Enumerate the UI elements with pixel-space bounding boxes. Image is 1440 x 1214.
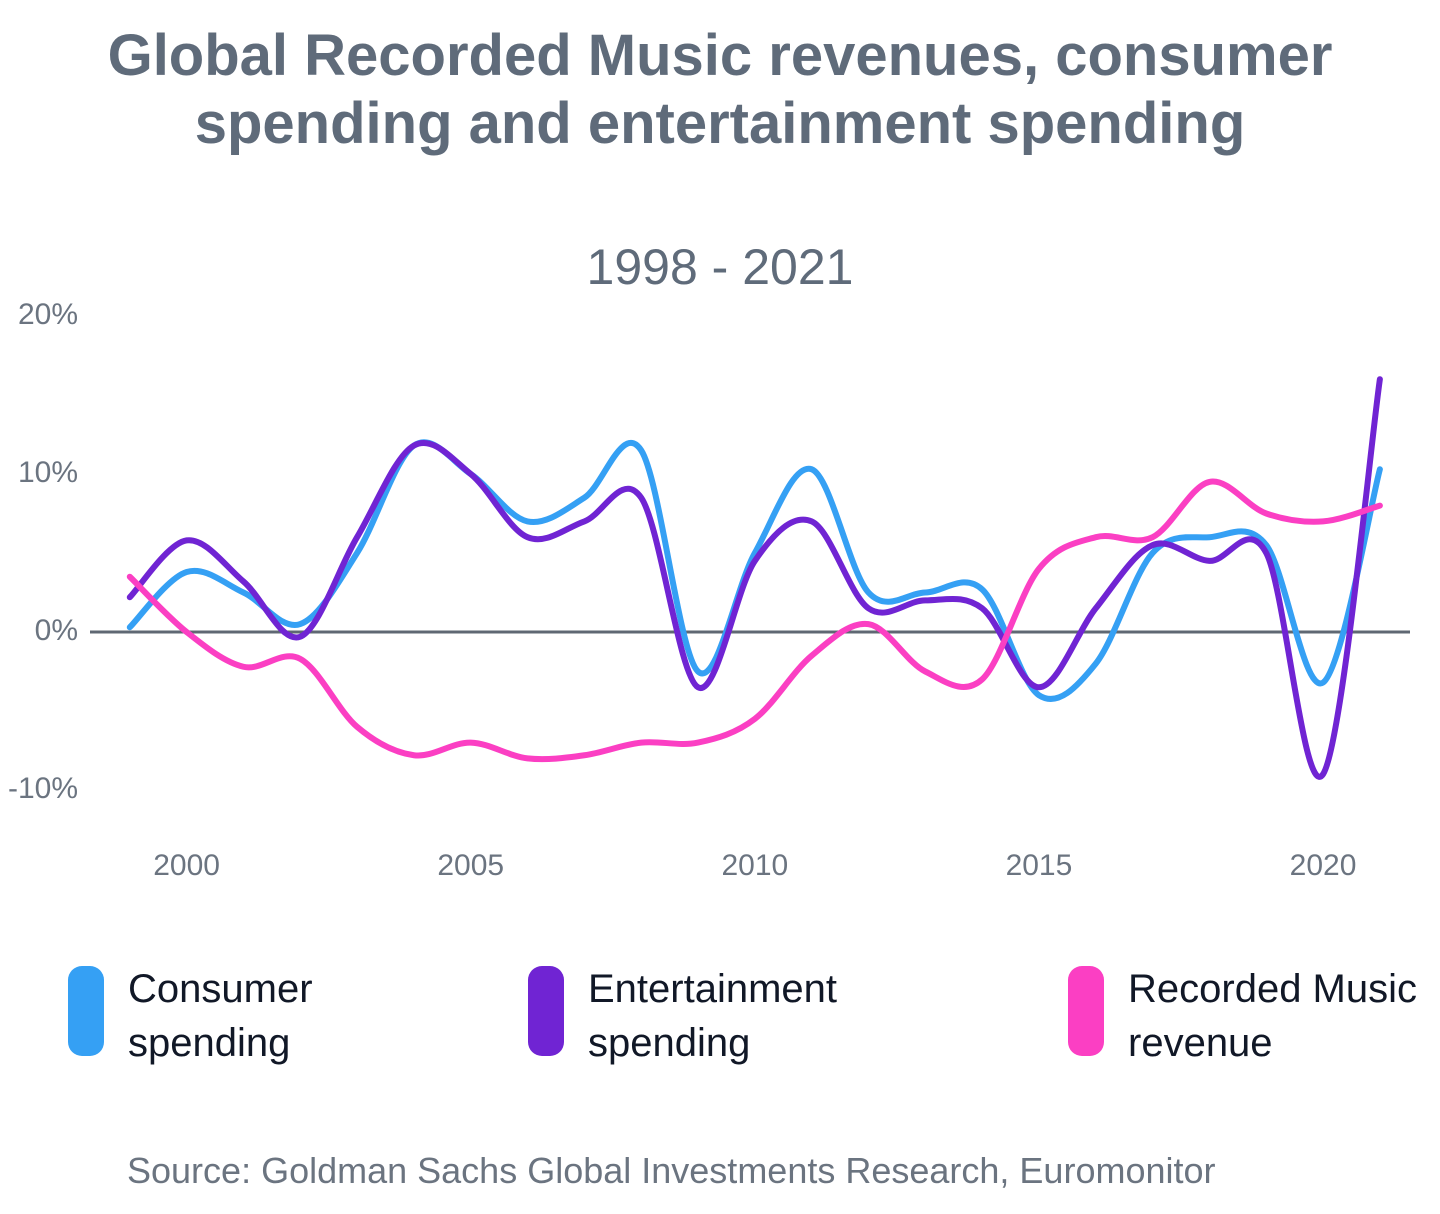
x-tick-label: 2020 (1290, 849, 1357, 882)
series-line (126, 478, 1383, 763)
x-tick-label: 2000 (153, 849, 220, 882)
legend-swatch (1068, 966, 1104, 1056)
legend-item: Consumer spending (68, 962, 438, 1070)
legend-swatch (528, 966, 564, 1056)
chart: -10% 0% 10% 20% 2000 2005 2010 2015 2020 (8, 298, 1410, 882)
series-line (126, 376, 1383, 780)
chart-title: Global Recorded Music revenues, consumer… (107, 23, 1333, 156)
x-tick-label: 2015 (1006, 849, 1073, 882)
legend-item: Entertainment spending (528, 962, 898, 1070)
x-tick-label: 2005 (437, 849, 504, 882)
legend-swatch (68, 966, 104, 1056)
legend-label: Consumer spending (128, 967, 313, 1065)
x-tick-label: 2010 (721, 849, 788, 882)
y-tick-label: 10% (18, 456, 78, 489)
source-note: Source: Goldman Sachs Global Investments… (127, 1150, 1216, 1191)
chart-subtitle: 1998 - 2021 (586, 239, 854, 295)
y-tick-label: -10% (8, 772, 78, 805)
series-line (126, 439, 1383, 702)
legend-label: Entertainment spending (588, 967, 838, 1065)
y-tick-label: 20% (18, 298, 78, 331)
legend-label: Recorded Music revenue (1128, 967, 1418, 1065)
legend-item: Recorded Music revenue (1068, 962, 1438, 1070)
y-tick-label: 0% (35, 614, 78, 647)
